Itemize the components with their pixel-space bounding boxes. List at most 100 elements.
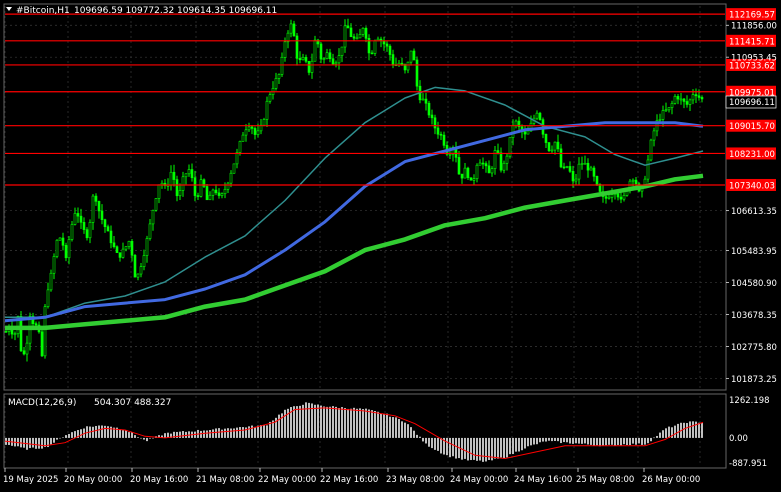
candle-bear — [634, 179, 638, 185]
candle-bull — [577, 163, 581, 180]
macd-histogram-bar — [359, 408, 361, 438]
candle-bull — [475, 164, 479, 179]
candle-bull — [526, 130, 530, 135]
candle-bull — [58, 237, 62, 241]
macd-histogram-bar — [515, 437, 517, 452]
candle-bear — [700, 97, 704, 100]
candle-bear — [694, 94, 698, 97]
candle-bull — [124, 246, 128, 250]
candle-bear — [172, 171, 176, 180]
candle-bear — [298, 58, 302, 61]
macd-histogram-bar — [143, 437, 145, 440]
macd-panel-frame — [3, 393, 727, 469]
macd-histogram-bar — [587, 437, 589, 445]
time-tick-label: 21 May 08:00 — [196, 475, 254, 485]
candle-bear — [349, 27, 353, 37]
macd-histogram-bar — [200, 430, 202, 438]
macd-histogram-bar — [38, 437, 40, 449]
candle-bull — [232, 163, 236, 174]
horizontal-levels[interactable]: 112169.57 111415.71 110733.62 109975.01 1090… — [5, 8, 776, 191]
macd-histogram-bar — [35, 437, 37, 449]
macd-histogram-bar — [425, 437, 427, 444]
macd-histogram-bar — [116, 427, 118, 438]
macd-histogram-bar — [557, 437, 559, 442]
candle-bear — [19, 315, 23, 352]
macd-histogram-bar — [185, 431, 187, 438]
candle-bear — [415, 59, 419, 87]
macd-histogram-bar — [326, 406, 328, 438]
candle-bull — [514, 120, 518, 126]
candle-bear — [352, 36, 356, 39]
macd-histogram-bar — [23, 437, 25, 448]
macd-histogram-bar — [455, 437, 457, 459]
macd-histogram-bar — [554, 437, 556, 441]
candle-bear — [586, 162, 590, 171]
macd-histogram-bar — [299, 405, 301, 438]
candle-bull — [652, 130, 656, 141]
candle-bear — [424, 98, 428, 104]
candle-bear — [205, 186, 209, 201]
candle-bear — [682, 98, 686, 102]
macd-histogram-bar — [500, 437, 502, 458]
macd-histogram-bar — [227, 428, 229, 438]
chart-menu-triangle-icon[interactable] — [6, 7, 12, 11]
macd-histogram-bar — [173, 431, 175, 438]
candle-bull — [421, 98, 425, 101]
candle-bear — [40, 331, 44, 357]
candle-bull — [229, 172, 233, 184]
candle-bear — [4, 331, 8, 333]
macd-histogram-bar — [80, 429, 82, 438]
macd-histogram-bar — [527, 437, 529, 447]
macd-histogram-bar — [320, 405, 322, 438]
candle-bear — [175, 179, 179, 197]
candle-bear — [487, 165, 491, 174]
macd-histogram-bar — [161, 435, 163, 438]
macd-histogram-bar — [365, 408, 367, 438]
candle-bear — [76, 213, 80, 217]
candle-bull — [208, 194, 212, 201]
macd-histogram-bar — [677, 423, 679, 438]
price-axis: 111856.00 110953.45 106613.35 105483.95 1045… — [726, 22, 777, 385]
candle-bull — [181, 176, 185, 191]
macd-histogram-bar — [230, 428, 232, 438]
macd-histogram-bar — [581, 437, 583, 444]
candle-bull — [490, 168, 494, 174]
candle-bear — [133, 255, 137, 278]
candle-bear — [202, 179, 206, 187]
price-tick-label: 105483.95 — [731, 247, 777, 257]
macd-histogram-bar — [533, 437, 535, 445]
macd-histogram-bar — [239, 427, 241, 438]
candle-bear — [697, 95, 701, 98]
macd-histogram-bar — [212, 429, 214, 438]
macd-histogram-bar — [491, 437, 493, 461]
candle-bear — [367, 37, 371, 54]
candle-bear — [559, 148, 563, 168]
candle-bull — [607, 196, 611, 199]
candle-bear — [85, 229, 89, 239]
candle-bull — [313, 39, 317, 62]
macd-histogram-bar — [164, 433, 166, 438]
time-axis: 19 May 2025 20 May 00:00 20 May 16:00 21 Ma… — [3, 468, 700, 485]
candles-series — [4, 18, 704, 362]
macd-histogram-bar — [497, 437, 499, 459]
macd-histogram-bar — [545, 437, 547, 442]
candle-bull — [493, 150, 497, 170]
candle-bear — [442, 134, 446, 146]
time-tick-label: 20 May 00:00 — [64, 475, 122, 485]
candle-bull — [277, 74, 281, 79]
macd-histogram-bar — [314, 404, 316, 438]
candle-bull — [667, 107, 671, 111]
candle-bull — [136, 273, 140, 278]
macd-histogram-bar — [653, 437, 655, 439]
candle-bull — [127, 240, 131, 247]
candle-bull — [274, 78, 278, 89]
candle-bear — [433, 117, 437, 129]
macd-histogram-bar — [503, 437, 505, 459]
candle-bear — [64, 245, 68, 259]
candle-bull — [235, 152, 239, 165]
time-tick-label: 26 May 00:00 — [642, 475, 700, 485]
macd-histogram-bar — [74, 431, 76, 438]
candle-bull — [142, 255, 146, 267]
candle-bull — [448, 153, 452, 156]
